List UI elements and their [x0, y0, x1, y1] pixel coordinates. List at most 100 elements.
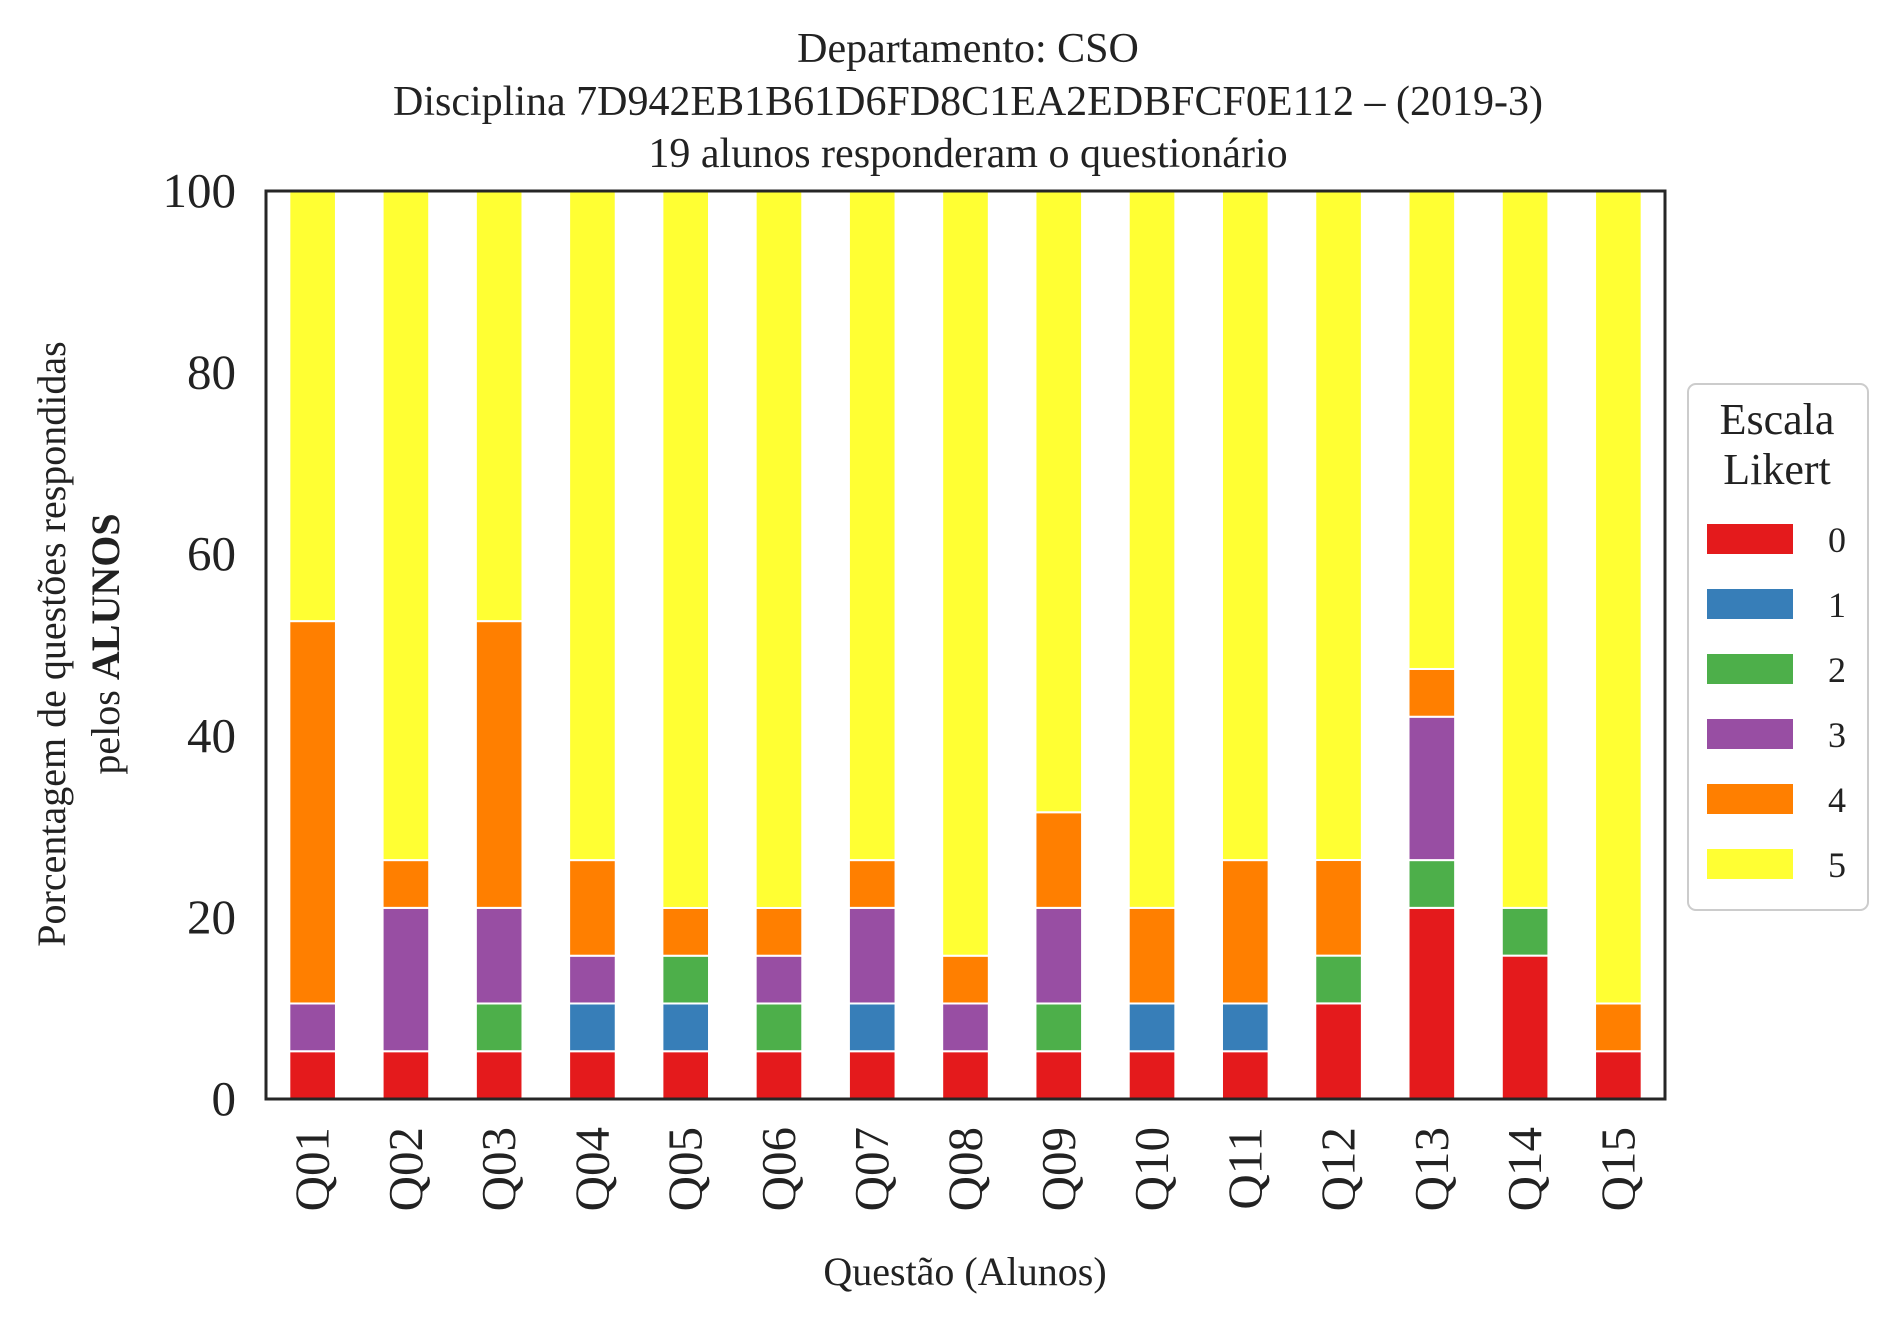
x-tick-label-q05: Q05: [658, 1127, 713, 1211]
bar-group-q13: [1407, 190, 1457, 1101]
x-tick-label-q13: Q13: [1404, 1127, 1459, 1211]
bar-q05-level-1: [661, 1002, 711, 1053]
bar-q08-level-3: [941, 1002, 990, 1053]
bar-q08-level-5: [941, 190, 990, 957]
legend-label-3: 3: [1828, 715, 1846, 755]
bar-q07-level-0: [847, 1050, 897, 1101]
title-line-2: Disciplina 7D942EB1B61D6FD8C1EA2EDBFCF0E…: [393, 79, 1543, 125]
bar-group-q10: [1127, 190, 1177, 1101]
bar-q11-level-4: [1220, 859, 1270, 1005]
x-tick-label-q01: Q01: [285, 1127, 340, 1211]
x-tick-label-q08: Q08: [938, 1127, 993, 1211]
chart-title: Departamento: CSO Disciplina 7D942EB1B61…: [393, 26, 1543, 177]
legend-label-2: 2: [1828, 650, 1846, 690]
bar-q13-level-3: [1407, 715, 1457, 862]
bar-q10-level-0: [1127, 1050, 1177, 1101]
bar-q08-level-0: [941, 1050, 990, 1101]
bar-q05-level-2: [661, 954, 711, 1005]
bar-q13-level-4: [1407, 667, 1457, 718]
bar-q11-level-1: [1220, 1002, 1270, 1053]
x-tick-label-q06: Q06: [751, 1127, 806, 1211]
bar-q14-level-2: [1500, 906, 1550, 957]
y-tick-label-40: 40: [187, 708, 236, 763]
legend-frame: [1687, 383, 1869, 911]
bar-q05-level-5: [661, 190, 711, 909]
y-tick-label-80: 80: [187, 345, 236, 400]
bar-group-q12: [1314, 190, 1363, 1100]
bar-group-q07: [847, 190, 897, 1101]
bar-group-q04: [568, 190, 617, 1101]
bar-group-q03: [474, 190, 524, 1101]
bar-q02-level-5: [381, 190, 431, 862]
legend-swatch-0: [1707, 524, 1793, 554]
bar-q10-level-4: [1127, 906, 1177, 1005]
bar-q03-level-2: [474, 1002, 524, 1053]
bar-q08-level-4: [941, 954, 990, 1005]
legend-label-5: 5: [1828, 845, 1846, 885]
bar-q09-level-0: [1034, 1050, 1084, 1101]
bar-q09-level-3: [1034, 906, 1084, 1005]
y-axis-label: Porcentagem de questões respondidas pelo…: [29, 341, 128, 946]
bar-q04-level-4: [568, 859, 617, 957]
bar-q02-level-3: [381, 906, 431, 1053]
legend: Escala Likert 0 1 2 3 4 5: [1687, 383, 1869, 911]
bar-q11-level-0: [1220, 1050, 1270, 1101]
bar-q04-level-5: [568, 190, 617, 862]
x-tick-label-q07: Q07: [844, 1127, 899, 1211]
bar-q06-level-2: [754, 1002, 804, 1053]
bar-group-q08: [941, 190, 990, 1101]
bar-q04-level-0: [568, 1050, 617, 1101]
bar-q07-level-3: [847, 906, 897, 1005]
legend-title-line-2: Likert: [1723, 445, 1831, 494]
y-ticks: 0 20 40 60 80 100: [163, 163, 237, 1126]
bar-q13-level-0: [1407, 906, 1457, 1101]
bar-q03-level-5: [474, 190, 524, 623]
bars-layer: [288, 190, 1643, 1101]
title-line-1: Departamento: CSO: [797, 26, 1139, 72]
bar-group-q09: [1034, 190, 1084, 1101]
x-tick-label-q11: Q11: [1217, 1127, 1272, 1210]
x-tick-label-q15: Q15: [1590, 1127, 1645, 1211]
legend-swatch-5: [1707, 849, 1793, 879]
bar-q05-level-4: [661, 906, 711, 957]
bar-q13-level-2: [1407, 859, 1457, 909]
bar-q14-level-5: [1500, 190, 1550, 909]
y-tick-label-20: 20: [187, 889, 236, 944]
y-tick-label-0: 0: [212, 1071, 237, 1126]
x-tick-label-q14: Q14: [1497, 1127, 1552, 1211]
x-axis-label: Questão (Alunos): [823, 1249, 1106, 1294]
bar-q09-level-5: [1034, 190, 1084, 814]
bar-group-q11: [1220, 190, 1270, 1101]
legend-label-4: 4: [1828, 780, 1846, 820]
bar-q04-level-1: [568, 1002, 617, 1053]
legend-swatch-4: [1707, 784, 1793, 814]
bar-q01-level-0: [288, 1050, 337, 1101]
bar-q15-level-0: [1594, 1050, 1643, 1101]
bar-group-q15: [1594, 190, 1643, 1101]
x-tick-label-q04: Q04: [564, 1127, 619, 1211]
x-ticks: Q01 Q02 Q03 Q04 Q05 Q06 Q07 Q08 Q09 Q10 Q11 Q12 Q13 Q…: [285, 1127, 1646, 1211]
bar-q10-level-5: [1127, 190, 1177, 909]
legend-swatch-3: [1707, 719, 1793, 749]
y-axis-label-line-1: Porcentagem de questões respondidas: [29, 341, 74, 946]
bar-q06-level-4: [754, 906, 804, 957]
bar-q15-level-4: [1594, 1002, 1643, 1053]
bar-q13-level-5: [1407, 190, 1457, 670]
bar-group-q05: [661, 190, 711, 1101]
bar-group-q14: [1500, 190, 1550, 1100]
bar-q06-level-3: [754, 954, 804, 1005]
bar-group-q06: [754, 190, 804, 1101]
bar-q04-level-3: [568, 954, 617, 1005]
bar-q06-level-5: [754, 190, 804, 909]
bar-q15-level-5: [1594, 190, 1643, 1005]
bar-q03-level-4: [474, 620, 524, 909]
bar-q07-level-4: [847, 859, 897, 909]
bar-q03-level-0: [474, 1050, 524, 1101]
bar-q11-level-5: [1220, 190, 1270, 862]
legend-items: 0 1 2 3 4 5: [1707, 520, 1846, 885]
bar-group-q01: [288, 190, 337, 1101]
bar-q14-level-0: [1500, 954, 1550, 1100]
legend-label-1: 1: [1828, 585, 1846, 625]
bar-group-q02: [381, 190, 431, 1101]
